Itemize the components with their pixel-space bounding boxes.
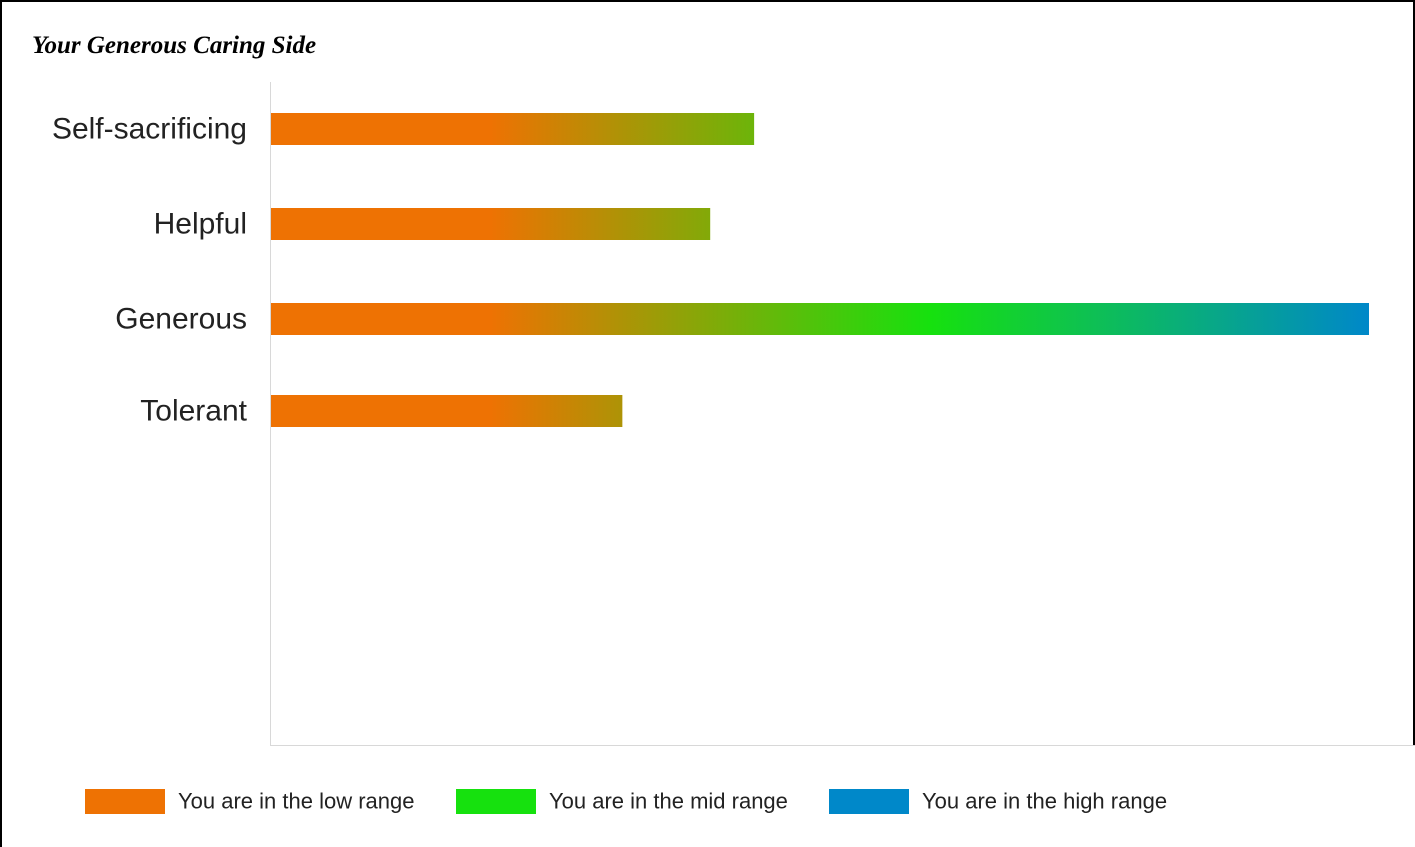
legend-swatch <box>85 789 165 814</box>
category-label: Tolerant <box>140 395 247 428</box>
bar-generous <box>271 303 1369 335</box>
legend-swatch <box>829 789 909 814</box>
category-label: Generous <box>115 303 247 336</box>
bar-tolerant <box>271 395 623 427</box>
bar-self-sacrificing <box>271 113 755 145</box>
bars-group <box>271 113 1369 427</box>
chart-frame-right-edge <box>1413 0 1415 745</box>
category-labels: Self-sacrificing Helpful Generous Tolerant <box>52 113 248 428</box>
legend-label: You are in the mid range <box>549 789 788 814</box>
category-label: Helpful <box>154 208 247 241</box>
chart-title: Your Generous Caring Side <box>32 32 317 59</box>
legend-swatch <box>456 789 536 814</box>
legend: You are in the low range You are in the m… <box>85 789 1167 814</box>
legend-label: You are in the high range <box>922 789 1167 814</box>
category-label: Self-sacrificing <box>52 113 247 146</box>
legend-label: You are in the low range <box>178 789 414 814</box>
bar-helpful <box>271 208 711 240</box>
